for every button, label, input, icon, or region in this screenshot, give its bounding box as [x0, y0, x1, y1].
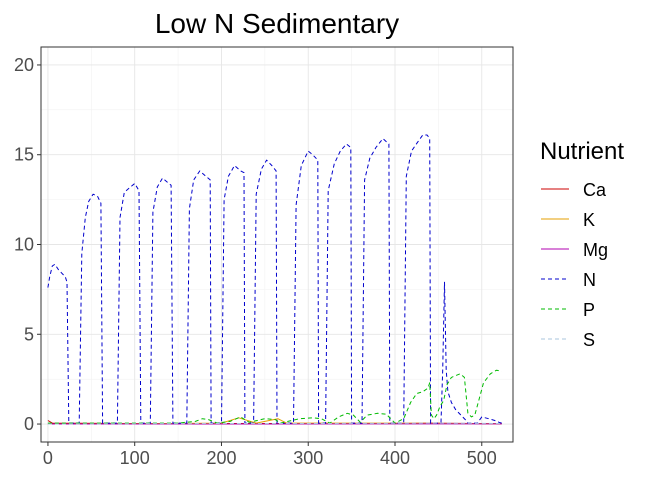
legend-label-n: N: [583, 270, 596, 290]
series-layer: [47, 134, 502, 425]
legend-label-ca: Ca: [583, 180, 607, 200]
x-tick-label: 100: [120, 448, 150, 468]
x-tick-label: 0: [43, 448, 53, 468]
y-tick-label: 15: [14, 145, 34, 165]
legend-label-s: S: [583, 330, 595, 350]
x-tick-label: 300: [293, 448, 323, 468]
legend: Nutrient Ca K Mg NPS: [540, 138, 624, 350]
y-tick-label: 20: [14, 55, 34, 75]
legend-label-k: K: [583, 210, 595, 230]
grid-major: [41, 47, 513, 442]
x-axis: 0 100 200 300 400 500: [43, 442, 497, 468]
series-line-p: [47, 369, 502, 424]
y-axis: 0 5 10 15 20: [14, 55, 41, 434]
legend-label-p: P: [583, 300, 595, 320]
series-line-n: [47, 134, 502, 424]
chart-title: Low N Sedimentary: [155, 8, 399, 39]
x-tick-label: 400: [380, 448, 410, 468]
legend-label-mg: Mg: [583, 240, 608, 260]
x-tick-label: 500: [467, 448, 497, 468]
y-tick-label: 5: [24, 324, 34, 344]
legend-title: Nutrient: [540, 138, 624, 165]
series-line-s: [47, 422, 502, 425]
y-tick-label: 10: [14, 235, 34, 255]
y-tick-label: 0: [24, 414, 34, 434]
x-tick-label: 200: [206, 448, 236, 468]
